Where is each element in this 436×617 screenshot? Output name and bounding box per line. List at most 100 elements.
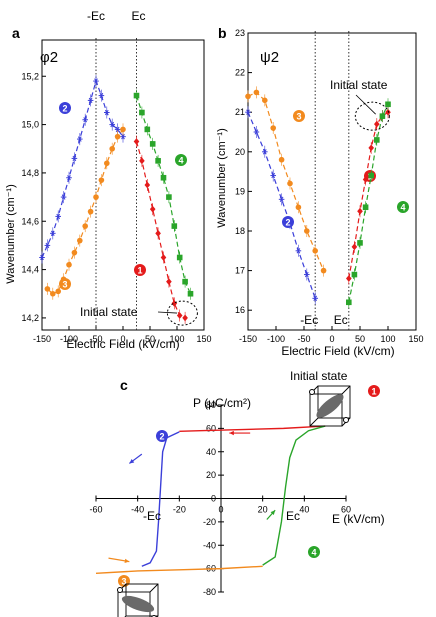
- panel-a-series-4-point: [144, 126, 151, 133]
- panel-b-letter: b: [218, 25, 227, 41]
- panel-c-direction-arrowhead: [229, 430, 234, 436]
- panel-a-series-4-fit: [135, 95, 192, 294]
- panel-a-series-2-point: [66, 175, 72, 181]
- panel-a-series-2-point: [55, 213, 61, 220]
- panel-a-series-3-fit: [46, 129, 124, 295]
- panel-b-xtick-label: -100: [267, 334, 285, 344]
- panel-a-series-2-point: [109, 121, 115, 128]
- panel-c-direction-arrowhead: [270, 510, 276, 515]
- panel-c-xtick-label: -60: [89, 505, 102, 515]
- panel-a-series-2-point: [71, 155, 78, 162]
- panel-a-xtick-label: -50: [89, 334, 102, 344]
- panel-c-series-3-curve: [95, 565, 263, 574]
- panel-a-series-4-point: [155, 158, 161, 164]
- panel-c-xtick-label: -40: [131, 505, 144, 515]
- panel-b-series-1-point: [357, 207, 363, 215]
- panel-a-xtick-label: 50: [145, 334, 155, 344]
- panel-b-xtick-label: 0: [329, 334, 334, 344]
- panel-a-series-3-point: [87, 208, 94, 215]
- panel-c-initial-state-cube-icon: [309, 385, 351, 427]
- panel-b-ytick-label: 21: [235, 107, 245, 117]
- panel-b-series-4-point: [385, 101, 391, 108]
- panel-a-series-1-point: [133, 138, 140, 145]
- panel-b-series-3-badge: 3: [293, 110, 305, 122]
- panel-c-letter: c: [120, 377, 128, 393]
- panel-a-series-4-point: [149, 141, 156, 147]
- panel-b-series-4-badge: 4: [397, 201, 409, 213]
- panel-a-series-3-point: [82, 223, 88, 229]
- panel-a-series-2-point: [104, 109, 110, 116]
- panel-c-direction-arrowhead: [124, 558, 130, 564]
- panel-c-ytick-label: 0: [211, 494, 216, 504]
- panel-a-ec-label: Ec: [131, 9, 145, 23]
- panel-b-xtick-label: -50: [297, 334, 310, 344]
- panel-b-ec-label: Ec: [334, 313, 348, 327]
- panel-a-series-3-point: [104, 160, 110, 167]
- panel-c-series-4-badge: 4: [308, 546, 320, 558]
- panel-a-xtick-label: -100: [60, 334, 78, 344]
- panel-b-series-2-point: [245, 109, 251, 115]
- panel-a-series-1-point: [139, 157, 145, 165]
- panel-b-series-3-point: [245, 93, 251, 100]
- panel-a-series-3-point: [109, 145, 115, 152]
- panel-a-series-4-point: [187, 290, 194, 297]
- panel-c-direction-arrowhead: [129, 458, 135, 464]
- panel-b-annotation: Initial state: [330, 78, 388, 92]
- svg-text:1: 1: [371, 387, 376, 397]
- panel-a-series-2-point: [44, 242, 51, 249]
- panel-b-series-1-point: [368, 144, 374, 152]
- panel-a-series-1-point: [155, 229, 161, 237]
- panel-a-series-4-point: [166, 194, 172, 200]
- panel-a-neg-ec-label: -Ec: [87, 9, 105, 23]
- panel-c-series-2-badge: 2: [156, 430, 168, 442]
- panel-a-ytick-label: 15,0: [21, 120, 39, 130]
- svg-text:2: 2: [285, 218, 290, 228]
- panel-b-series-2-point: [262, 149, 268, 155]
- panel-b-series-3-fit: [247, 91, 325, 271]
- panel-a-series-3-point: [50, 290, 56, 297]
- panel-b-series-2-fit: [247, 111, 316, 299]
- panel-a-series-1-point: [182, 314, 188, 322]
- panel-c-xlabel: E (kV/cm): [332, 512, 385, 526]
- panel-a-series-1-fit: [135, 141, 186, 319]
- panel-b-xtick-label: 100: [380, 334, 395, 344]
- panel-a-series-4-point: [176, 254, 183, 261]
- panel-a-xlabel: Electric Field (kV/cm): [66, 337, 179, 351]
- svg-text:3: 3: [121, 577, 126, 587]
- svg-text:4: 4: [400, 203, 405, 213]
- panel-a-series-2-point: [77, 136, 83, 142]
- svg-text:2: 2: [159, 432, 164, 442]
- panel-c-series-4-curve: [262, 425, 326, 566]
- panel-a-series-3-point: [71, 249, 78, 256]
- panel-b-title: ψ2: [260, 49, 279, 66]
- panel-c-xtick-label: 20: [258, 505, 268, 515]
- svg-text:4: 4: [178, 156, 183, 166]
- panel-b-xtick-label: -150: [239, 334, 257, 344]
- panel-a-series-1-point: [166, 278, 172, 286]
- svg-text:3: 3: [62, 280, 67, 290]
- panel-b-ytick-label: 17: [235, 266, 245, 276]
- panel-a-series-4-point: [133, 92, 140, 99]
- panel-a-title: φ2: [40, 49, 58, 66]
- panel-b-ytick-label: 19: [235, 186, 245, 196]
- panel-c-neg-ec-label: -Ec: [143, 509, 161, 523]
- panel-a-series-1-badge: 1: [134, 264, 146, 276]
- panel-b-series-3-point: [312, 248, 319, 254]
- panel-b-series-4-point: [346, 299, 352, 306]
- panel-a-series-2-point: [120, 133, 126, 140]
- panel-b-series-3-point: [320, 267, 327, 274]
- panel-c-ytick-label: 40: [206, 447, 216, 457]
- panel-a-series-1-point: [160, 254, 167, 261]
- panel-a-series-1-point: [176, 312, 183, 319]
- panel-b-series-1-point: [346, 275, 352, 282]
- panel-b-series-1-point: [374, 120, 380, 128]
- panel-c-annotation: Initial state: [290, 369, 348, 383]
- panel-a-ytick-label: 14,8: [21, 168, 39, 178]
- panel-a: a -150 -100 -50 0 50 100 150 14,2 14,4 14,6 14,8 15…: [5, 9, 212, 351]
- panel-c-ytick-label: 60: [206, 423, 216, 433]
- panel-c-ytick-label: -20: [203, 517, 216, 527]
- panel-b-ytick-label: 16: [235, 305, 245, 315]
- panel-a-initial-state-circle: [166, 300, 198, 326]
- panel-b-ylabel: Wavenumber (cm⁻¹): [216, 128, 228, 228]
- panel-a-annotation: Initial state: [80, 305, 138, 319]
